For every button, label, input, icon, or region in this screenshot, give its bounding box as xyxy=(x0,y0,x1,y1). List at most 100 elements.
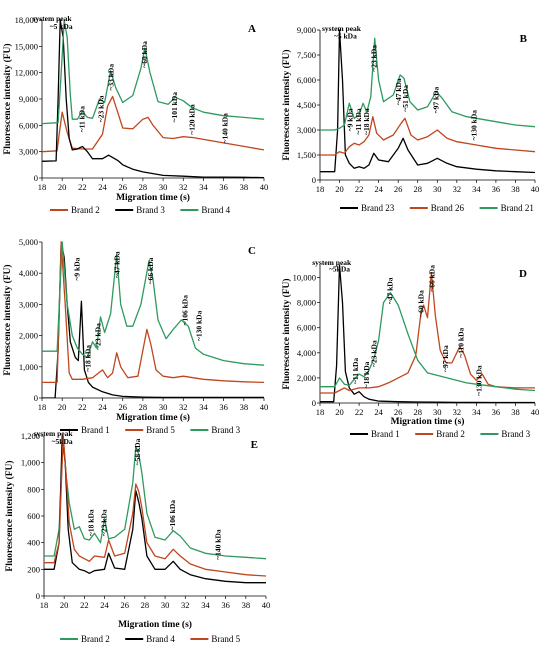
y-tick-label: 12,000 xyxy=(15,68,38,78)
annotation: ~5kDa xyxy=(329,264,350,273)
x-tick-label: 18 xyxy=(38,402,47,412)
annotation: system peak xyxy=(322,24,362,33)
x-tick-label: 28 xyxy=(413,184,422,194)
x-tick-label: 24 xyxy=(374,184,383,194)
annotation: ~23 kDa xyxy=(370,45,379,72)
annotation: ~47 kDa xyxy=(385,277,394,304)
annotation: ~18 kDa xyxy=(83,345,92,372)
x-tick-label: 38 xyxy=(511,407,520,417)
legend-label: Brand 3 xyxy=(501,429,530,439)
x-tick-label: 32 xyxy=(179,182,188,192)
annotation: ~23 kDa xyxy=(370,340,379,367)
y-tick-label: 3,000 xyxy=(19,299,38,309)
x-tick-label: 40 xyxy=(531,407,540,417)
x-tick-label: 26 xyxy=(394,184,403,194)
y-tick-label: 200 xyxy=(27,564,40,574)
y-tick-label: 3,000 xyxy=(19,147,38,157)
annotation: ~5kDa xyxy=(52,437,73,446)
x-tick-label: 18 xyxy=(40,600,49,610)
series-line-brand-3 xyxy=(42,241,264,366)
legend-label: Brand 2 xyxy=(71,205,100,215)
y-tick-label: 8,000 xyxy=(297,298,316,308)
y-tick-label: 5,000 xyxy=(19,237,38,247)
annotation: ~5 kDa xyxy=(50,22,73,31)
y-axis-title: Fluorescence intensity (FU) xyxy=(4,460,15,571)
series-line-brand-1 xyxy=(320,264,535,403)
y-tick-label: 4,000 xyxy=(297,348,316,358)
annotation: ~5 kDa xyxy=(334,31,357,40)
annotation: ~106 kDa xyxy=(168,500,177,531)
y-tick-label: 600 xyxy=(27,511,40,521)
annotation: ~47 kDa xyxy=(113,251,122,278)
y-tick-label: 4,000 xyxy=(19,268,38,278)
x-tick-label: 20 xyxy=(335,184,344,194)
series-line-brand-4 xyxy=(42,19,264,125)
x-tick-label: 22 xyxy=(80,600,89,610)
y-tick-label: 6,000 xyxy=(297,323,316,333)
x-tick-label: 24 xyxy=(100,600,109,610)
annotation: ~18 kDa xyxy=(86,509,95,536)
annotation: ~58 kDa xyxy=(133,438,142,465)
annotation: system peak xyxy=(33,14,73,23)
annotation: ~130 kDa xyxy=(194,310,203,341)
series-line-brand-2 xyxy=(320,271,535,394)
annotation: ~33 kDa xyxy=(107,64,116,91)
annotation: ~51 kDa xyxy=(401,85,410,112)
annotation: system peak xyxy=(34,429,74,438)
x-tick-label: 26 xyxy=(120,600,129,610)
x-tick-label: 40 xyxy=(531,184,540,194)
x-axis-title: Migration time (s) xyxy=(391,416,465,427)
annotation: ~140 kDa xyxy=(214,529,223,560)
annotation: ~140 kDa xyxy=(221,113,230,144)
legend-label: Brand 5 xyxy=(146,425,175,435)
x-tick-label: 34 xyxy=(472,407,481,417)
legend-label: Brand 1 xyxy=(371,429,400,439)
y-axis-title: Fluorescence intensity (FU) xyxy=(2,43,13,154)
annotation: ~97 kDa xyxy=(441,345,450,372)
series-line-brand-5 xyxy=(44,435,266,577)
x-tick-label: 40 xyxy=(260,402,269,412)
x-tick-label: 20 xyxy=(58,182,67,192)
y-tick-label: 9,000 xyxy=(19,94,38,104)
x-tick-label: 26 xyxy=(118,182,127,192)
x-tick-label: 38 xyxy=(242,600,251,610)
series-line-brand-2 xyxy=(44,435,266,560)
series-line-brand-2 xyxy=(42,95,264,153)
y-tick-label: 10,000 xyxy=(293,273,316,283)
y-tick-label: 0 xyxy=(312,175,316,185)
legend-label: Brand 5 xyxy=(211,634,240,644)
x-tick-label: 40 xyxy=(262,600,271,610)
y-tick-label: 1,500 xyxy=(297,150,316,160)
x-tick-label: 36 xyxy=(492,184,501,194)
annotation: ~18 kDa xyxy=(362,108,371,135)
series-line-brand-26 xyxy=(320,116,535,156)
annotation: ~18 kDa xyxy=(362,361,371,388)
x-tick-label: 38 xyxy=(240,402,249,412)
annotation: ~23 kDa xyxy=(94,323,103,350)
legend-label: Brand 2 xyxy=(81,634,110,644)
x-tick-label: 28 xyxy=(141,600,150,610)
annotation: ~23 kDa xyxy=(97,95,106,122)
x-tick-label: 34 xyxy=(199,182,208,192)
y-tick-label: 9,000 xyxy=(297,25,316,35)
legend-label: Brand 26 xyxy=(431,203,465,213)
x-tick-label: 22 xyxy=(355,407,364,417)
annotation: ~11 kDa xyxy=(77,106,86,132)
legend-label: Brand 2 xyxy=(436,429,465,439)
panel-e: 0 200 400 600 800 1,000 1,200 18 20 22 24 26 28 30 32 3… xyxy=(4,429,270,644)
y-tick-label: 0 xyxy=(36,591,40,601)
x-tick-label: 34 xyxy=(199,402,208,412)
annotation: ~130 kDa xyxy=(474,365,483,396)
y-tick-label: 0 xyxy=(34,173,38,183)
x-tick-label: 30 xyxy=(159,182,168,192)
y-tick-label: 7,500 xyxy=(297,50,316,60)
y-tick-label: 2,000 xyxy=(19,331,38,341)
annotation: system peak xyxy=(312,258,352,267)
x-tick-label: 26 xyxy=(394,407,403,417)
y-tick-label: 0 xyxy=(312,398,316,408)
x-tick-label: 28 xyxy=(413,407,422,417)
y-axis-title: Fluorescence intensity (FU) xyxy=(2,264,13,375)
y-tick-label: 2,000 xyxy=(297,373,316,383)
legend-label: Brand 4 xyxy=(201,205,230,215)
